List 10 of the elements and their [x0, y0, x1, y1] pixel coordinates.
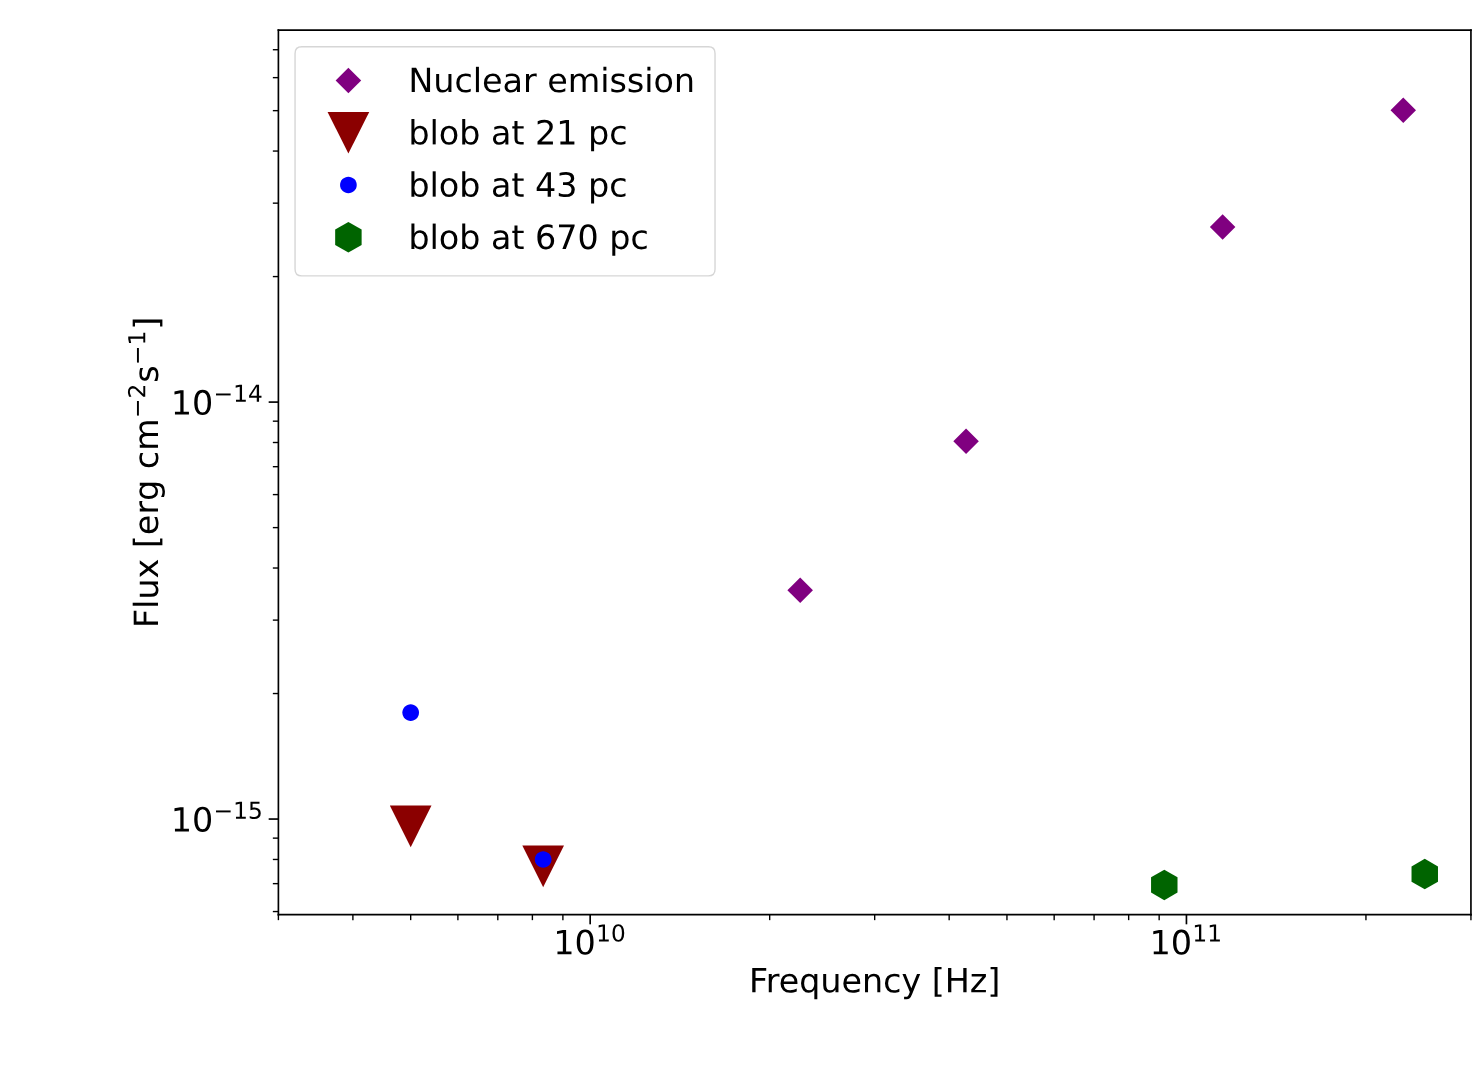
legend-label: blob at 670 pc: [411, 223, 647, 256]
x-tick-label: 10$^{10}$: [557, 924, 625, 955]
legend-label: blob at 21 pc: [411, 119, 626, 152]
legend-label: blob at 43 pc: [411, 171, 626, 204]
y-tick-label: 10$^{−15}$: [174, 801, 261, 832]
legend-label: Nuclear emission: [411, 66, 693, 93]
x-tick-label: 10$^{11}$: [1153, 924, 1220, 955]
x-axis-title: Frequency [Hz]: [752, 967, 998, 1000]
y-axis-title: Flux [erg cm$^{−2}$s$^{−1}$]: [127, 319, 165, 625]
y-tick-label: 10$^{−14}$: [174, 384, 262, 416]
